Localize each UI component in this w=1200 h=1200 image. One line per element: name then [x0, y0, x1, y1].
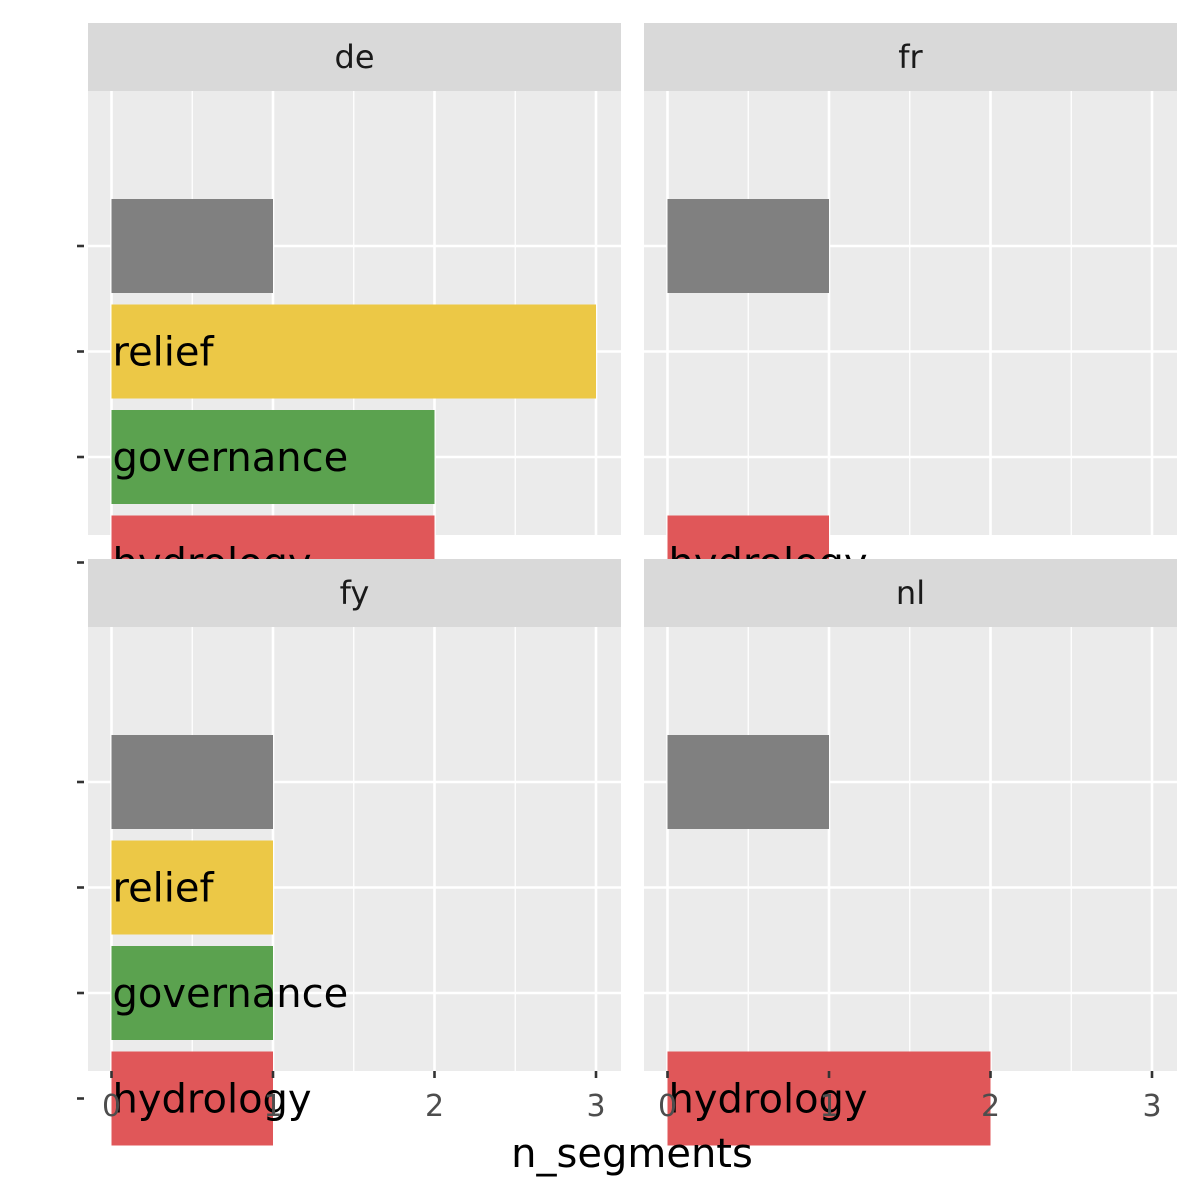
bar-label: governance	[113, 435, 349, 481]
x-tick-label: 1	[263, 1089, 282, 1124]
facet-strip	[644, 559, 1177, 627]
facet-strip-label: nl	[896, 574, 925, 612]
facet-strip-label: fr	[898, 38, 923, 76]
facet-panel-de: dereliefgovernancehydrology	[77, 23, 621, 610]
bar-label: relief	[113, 330, 215, 376]
x-tick-label: 3	[586, 1089, 605, 1124]
x-tick-label: 0	[102, 1089, 121, 1124]
panel-background	[644, 91, 1177, 535]
bar	[667, 1051, 991, 1146]
bar-label: governance	[113, 971, 349, 1017]
x-tick-label: 2	[981, 1089, 1000, 1124]
x-axis-title: n_segments	[511, 1131, 753, 1177]
bar	[667, 735, 829, 829]
bar-label: hydrology	[669, 1077, 868, 1123]
bar	[111, 735, 273, 829]
facet-strip-label: fy	[340, 574, 370, 612]
facet-strip-label: de	[335, 38, 375, 76]
bar-label: hydrology	[113, 1077, 312, 1123]
facet-panel-fr: frhydrology	[644, 23, 1177, 610]
bar	[111, 410, 435, 504]
panels-layer: dereliefgovernancehydrologyfrhydrologyfy…	[77, 23, 1177, 1146]
bar	[111, 1051, 273, 1146]
x-tick-label: 3	[1142, 1089, 1161, 1124]
facet-strip	[88, 23, 621, 91]
bar-label: relief	[113, 866, 215, 912]
x-tick-label: 0	[658, 1089, 677, 1124]
x-tick-label: 2	[425, 1089, 444, 1124]
panel-background	[644, 627, 1177, 1071]
bar	[111, 840, 273, 935]
bar	[111, 199, 273, 293]
bar	[111, 946, 273, 1040]
bar	[667, 199, 829, 293]
facet-strip	[644, 23, 1177, 91]
facet-strip	[88, 559, 621, 627]
x-tick-label: 1	[819, 1089, 838, 1124]
bar	[111, 304, 596, 399]
